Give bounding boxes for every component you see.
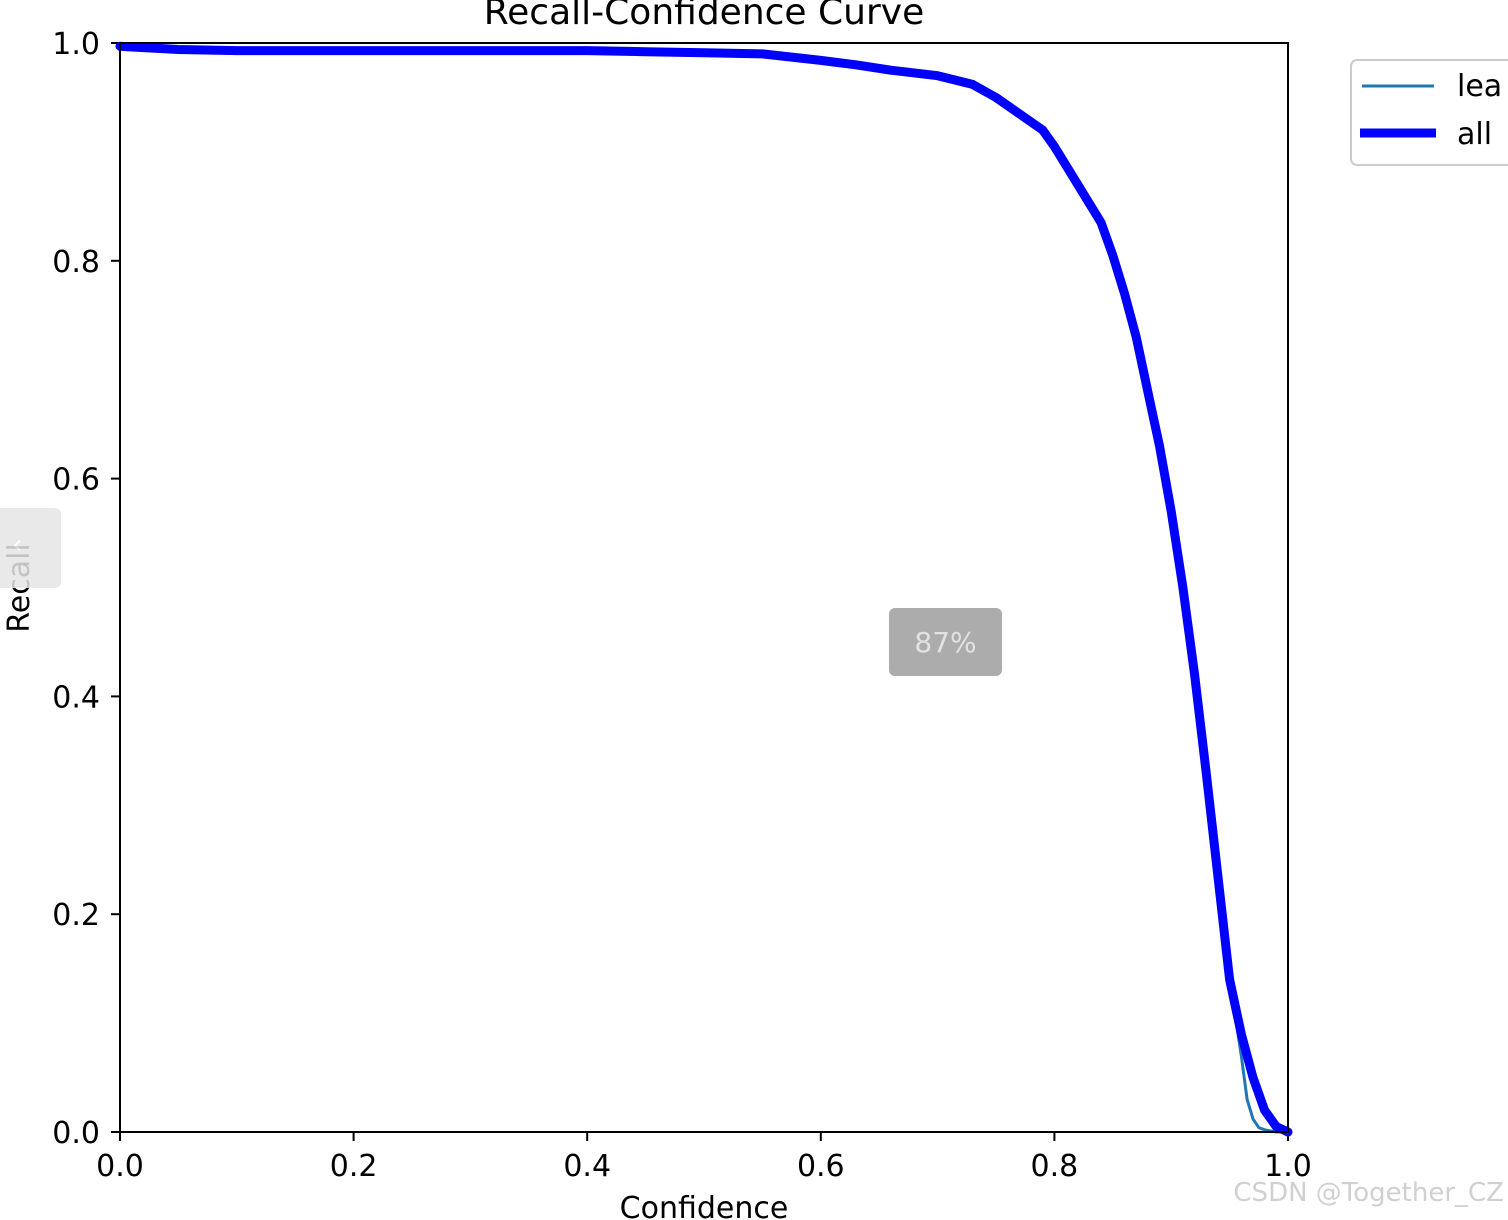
plot-lines (115, 41, 1293, 1137)
y-tick-label: 0.4 (52, 680, 100, 715)
x-tick-label: 0.8 (1031, 1149, 1079, 1184)
legend-label-lea: lea (1457, 69, 1502, 104)
y-tick-label: 0.2 (52, 898, 100, 933)
x-axis-label: Confidence (620, 1191, 789, 1220)
y-tick-label: 0.6 (52, 463, 100, 498)
x-tick-label: 1.0 (1264, 1149, 1312, 1184)
x-axis-ticks: 0.0 0.2 0.4 0.6 0.8 1.0 (96, 1132, 1312, 1184)
plot-frame (119, 42, 1289, 1133)
legend: lea all (1350, 59, 1508, 166)
series-line-all (115, 41, 1293, 1137)
chart-title: Recall-Confidence Curve (484, 0, 924, 33)
zoom-level-badge: 87% (889, 608, 1002, 676)
x-tick-label: 0.2 (330, 1149, 378, 1184)
x-tick-label: 0.6 (797, 1149, 845, 1184)
x-tick-label: 0.0 (96, 1149, 144, 1184)
series-line-lea (118, 44, 1290, 1134)
side-collapse-tab[interactable]: ‹ (0, 508, 61, 588)
y-tick-label: 1.0 (52, 27, 100, 62)
y-tick-label: 0.0 (52, 1116, 100, 1151)
x-tick-label: 0.4 (563, 1149, 611, 1184)
watermark: CSDN @Together_CZ (1233, 1178, 1504, 1208)
legend-label-all: all (1457, 117, 1492, 152)
chevron-left-icon: ‹ (12, 530, 23, 560)
y-axis-ticks: 0.0 0.2 0.4 0.6 0.8 1.0 (52, 27, 120, 1151)
y-tick-label: 0.8 (52, 245, 100, 280)
